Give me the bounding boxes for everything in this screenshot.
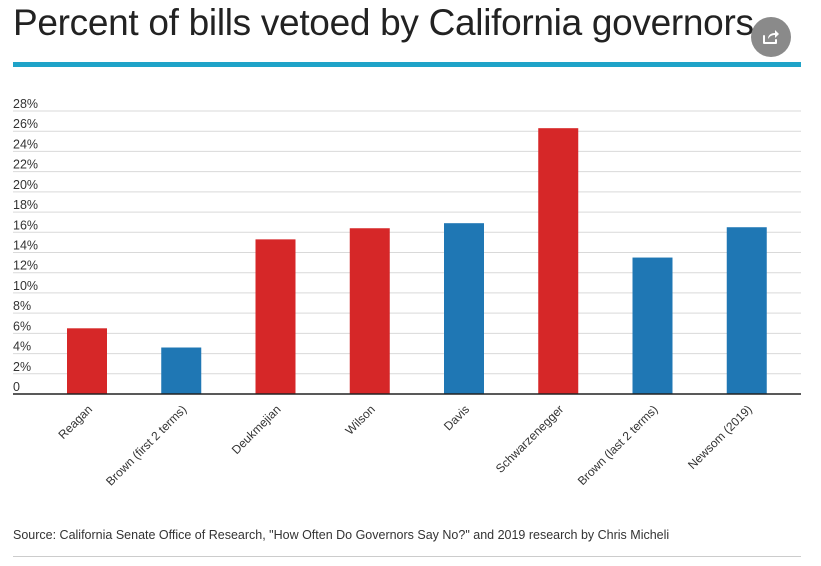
title-underline (13, 62, 801, 67)
x-tick-label: Deukmejian (229, 402, 284, 457)
y-tick-label: 16% (13, 218, 38, 232)
y-tick-label: 0 (13, 380, 20, 394)
bar (632, 257, 673, 394)
x-tick-label: Brown (first 2 terms) (103, 402, 189, 488)
bar (726, 227, 767, 394)
y-tick-label: 22% (13, 158, 38, 172)
y-tick-label: 12% (13, 259, 38, 273)
y-tick-label: 26% (13, 117, 38, 131)
x-tick-label: Newsom (2019) (685, 402, 755, 472)
x-tick-label: Schwarzenegger (493, 402, 567, 476)
footer-divider (13, 556, 801, 557)
y-tick-label: 18% (13, 198, 38, 212)
bar (67, 328, 107, 394)
y-tick-label: 24% (13, 137, 38, 151)
y-tick-label: 2% (13, 360, 31, 374)
chart-title: Percent of bills vetoed by California go… (13, 2, 754, 43)
y-tick-label: 6% (13, 319, 31, 333)
y-tick-label: 10% (13, 279, 38, 293)
bar (538, 128, 579, 395)
bar (444, 223, 484, 394)
y-tick-label: 8% (13, 299, 31, 313)
y-tick-label: 20% (13, 178, 38, 192)
x-tick-label: Davis (441, 402, 472, 433)
bar (349, 228, 390, 394)
y-tick-label: 28% (13, 97, 38, 111)
bar (161, 347, 202, 394)
bar (255, 239, 296, 394)
share-icon (763, 30, 779, 44)
bar-chart: 0 2% 4% 6% 8% 10% 12% 14% 16% 18% 20% 22% 24% 26% 28% R… (13, 97, 801, 488)
y-tick-label: 4% (13, 340, 31, 354)
y-tick-label: 14% (13, 239, 38, 253)
x-tick-label: Brown (last 2 terms) (575, 402, 661, 488)
x-tick-label: Reagan (55, 402, 95, 442)
x-tick-label: Wilson (343, 402, 378, 437)
share-button[interactable] (751, 17, 791, 57)
source-note: Source: California Senate Office of Rese… (13, 528, 670, 542)
